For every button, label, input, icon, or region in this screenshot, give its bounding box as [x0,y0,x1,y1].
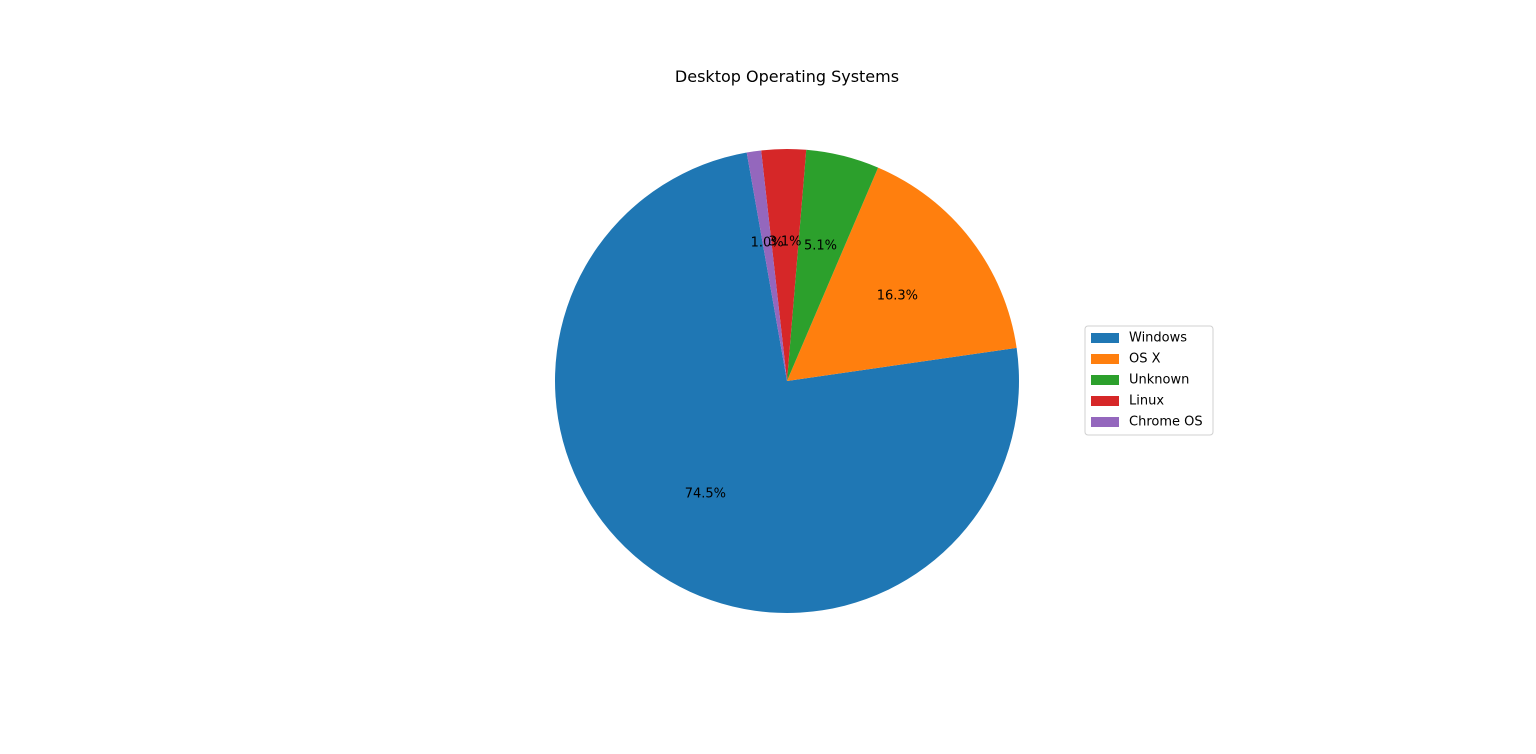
pie-slice-unknown [787,149,879,381]
pie-label-linux: 3.1% [768,234,801,249]
legend-item-linux: Linux [1091,394,1164,409]
legend: Windows OS X Unknown Linux Chrome OS [1084,325,1214,436]
legend-entries: Windows OS X Unknown Linux Chrome OS [1091,331,1203,430]
pie-label-unknown: 5.1% [804,238,837,253]
legend-swatch-chrome-os [1091,417,1119,427]
legend-item-chrome-os: Chrome OS [1091,415,1203,430]
legend-label-chrome-os: Chrome OS [1129,415,1203,430]
legend-frame [1084,325,1214,436]
pie-slice-os-x [787,167,1017,381]
pie-slice-linux [761,149,807,381]
legend-label-linux: Linux [1129,394,1164,409]
legend-swatch-unknown [1091,375,1119,385]
legend-item-windows: Windows [1091,331,1187,346]
legend-label-os-x: OS X [1129,352,1161,367]
legend-swatch-windows [1091,333,1119,343]
pie-label-windows: 74.5% [685,486,726,501]
legend-label-unknown: Unknown [1129,373,1189,388]
legend-swatch-os-x [1091,354,1119,364]
chart-title: Desktop Operating Systems [675,67,899,86]
pie-label-chrome-os: 1.0% [751,236,784,251]
pie-slices [555,149,1020,613]
pie-slice-labels: 74.5% 16.3% 5.1%3.1%1.0% [685,234,918,501]
pie-slice-chrome-os [746,150,787,381]
legend-swatch-linux [1091,396,1119,406]
legend-item-os-x: OS X [1091,352,1161,367]
legend-label-windows: Windows [1129,331,1187,346]
pie-label-os-x: 16.3% [877,289,918,304]
legend-item-unknown: Unknown [1091,373,1189,388]
pie-slice-windows [555,152,1020,613]
